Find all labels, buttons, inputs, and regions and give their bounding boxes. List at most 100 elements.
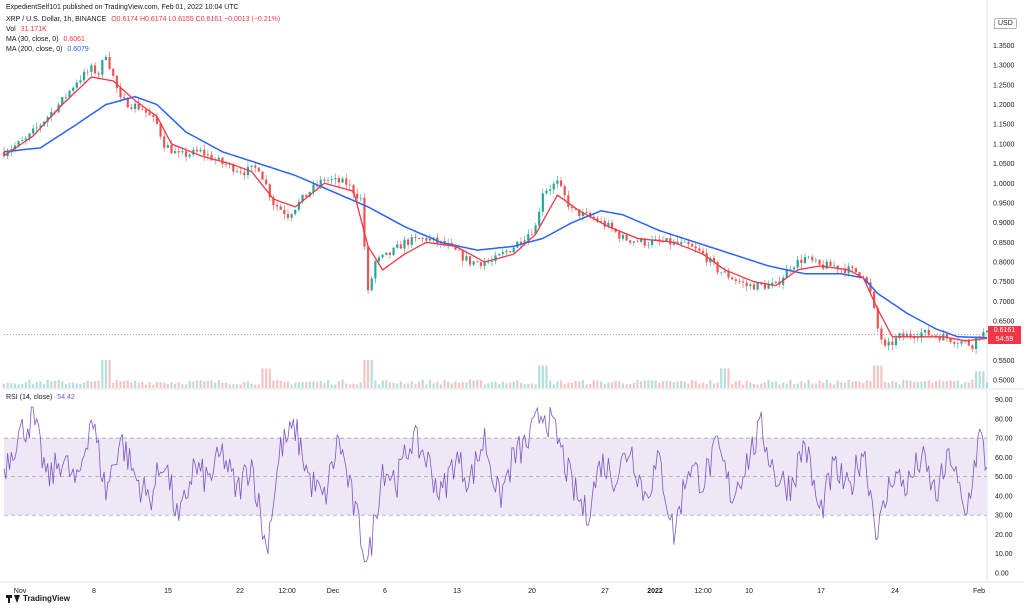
candle[interactable]	[865, 277, 868, 283]
candle[interactable]	[643, 238, 646, 246]
candle[interactable]	[654, 239, 657, 241]
candle[interactable]	[909, 333, 912, 337]
candle[interactable]	[851, 266, 854, 268]
candle[interactable]	[687, 241, 690, 245]
candle[interactable]	[410, 237, 413, 245]
price-pane[interactable]	[4, 14, 987, 388]
candle[interactable]	[734, 279, 737, 281]
candle[interactable]	[771, 282, 774, 285]
rsi-line[interactable]	[3, 406, 988, 563]
candle[interactable]	[508, 251, 512, 253]
candle[interactable]	[166, 145, 169, 148]
candle[interactable]	[807, 256, 810, 258]
candle[interactable]	[479, 262, 483, 266]
candle[interactable]	[836, 265, 839, 270]
candle[interactable]	[712, 257, 716, 263]
candle[interactable]	[927, 329, 930, 336]
candle[interactable]	[312, 184, 315, 192]
candle[interactable]	[803, 257, 807, 264]
candle[interactable]	[290, 214, 293, 218]
candle[interactable]	[137, 103, 140, 110]
candle[interactable]	[239, 171, 242, 173]
candle[interactable]	[811, 256, 814, 261]
candle[interactable]	[235, 171, 239, 173]
candle[interactable]	[832, 265, 836, 267]
candle[interactable]	[279, 206, 282, 210]
candle[interactable]	[403, 239, 406, 249]
candle[interactable]	[195, 149, 199, 152]
candle[interactable]	[603, 220, 606, 227]
candle[interactable]	[960, 341, 963, 344]
candle[interactable]	[68, 90, 71, 98]
candle[interactable]	[953, 341, 956, 344]
candle[interactable]	[112, 68, 115, 76]
candle[interactable]	[432, 237, 435, 239]
ma30-line[interactable]	[3, 76, 988, 342]
candle[interactable]	[789, 269, 792, 270]
candle[interactable]	[254, 165, 257, 168]
candle[interactable]	[683, 241, 686, 243]
candle[interactable]	[377, 257, 381, 262]
candle[interactable]	[676, 241, 679, 245]
candle[interactable]	[148, 112, 151, 116]
candle[interactable]	[570, 206, 574, 209]
candle[interactable]	[494, 255, 497, 262]
candle[interactable]	[32, 128, 35, 134]
candle[interactable]	[97, 73, 100, 75]
candle[interactable]	[800, 259, 803, 264]
candle[interactable]	[334, 177, 337, 180]
candle[interactable]	[530, 233, 533, 235]
candle[interactable]	[184, 151, 188, 157]
candle[interactable]	[552, 183, 555, 190]
candle[interactable]	[330, 179, 333, 181]
candle[interactable]	[177, 151, 180, 153]
candle[interactable]	[534, 225, 537, 235]
candle[interactable]	[428, 238, 432, 241]
ma30-legend[interactable]: MA (30, close, 0) 0.6061	[6, 35, 88, 44]
candle[interactable]	[144, 109, 148, 113]
candle[interactable]	[454, 245, 457, 250]
candle[interactable]	[104, 57, 108, 60]
candle[interactable]	[869, 282, 872, 292]
candle[interactable]	[694, 246, 697, 249]
candle[interactable]	[326, 180, 330, 181]
candle[interactable]	[203, 149, 206, 156]
candle[interactable]	[305, 194, 308, 197]
candle[interactable]	[75, 82, 78, 88]
candle[interactable]	[894, 337, 898, 345]
candle[interactable]	[629, 240, 632, 243]
candle[interactable]	[414, 237, 417, 238]
candle[interactable]	[956, 343, 959, 345]
candle[interactable]	[283, 209, 286, 215]
candle[interactable]	[741, 281, 745, 283]
candle[interactable]	[527, 233, 530, 241]
candle[interactable]	[749, 284, 752, 286]
candle[interactable]	[232, 163, 235, 172]
candle[interactable]	[505, 251, 508, 253]
candle[interactable]	[887, 341, 890, 346]
candle[interactable]	[483, 262, 486, 266]
candle[interactable]	[115, 75, 118, 88]
candle[interactable]	[490, 261, 493, 262]
candle[interactable]	[6, 152, 9, 157]
candle[interactable]	[17, 141, 20, 146]
candle[interactable]	[549, 189, 552, 191]
candle[interactable]	[898, 333, 901, 338]
candle[interactable]	[381, 254, 384, 258]
candle[interactable]	[763, 284, 767, 289]
candle[interactable]	[745, 282, 748, 286]
candle[interactable]	[902, 333, 905, 337]
candle[interactable]	[829, 261, 832, 267]
candle[interactable]	[243, 172, 246, 176]
candle[interactable]	[93, 65, 97, 74]
candle[interactable]	[468, 256, 472, 265]
candle[interactable]	[858, 272, 861, 277]
candle[interactable]	[265, 179, 268, 185]
candle[interactable]	[767, 284, 770, 289]
candle[interactable]	[818, 259, 821, 265]
candle[interactable]	[556, 180, 559, 184]
candle[interactable]	[538, 211, 541, 226]
candle[interactable]	[592, 216, 595, 219]
candle[interactable]	[101, 59, 104, 75]
candle[interactable]	[672, 241, 675, 245]
